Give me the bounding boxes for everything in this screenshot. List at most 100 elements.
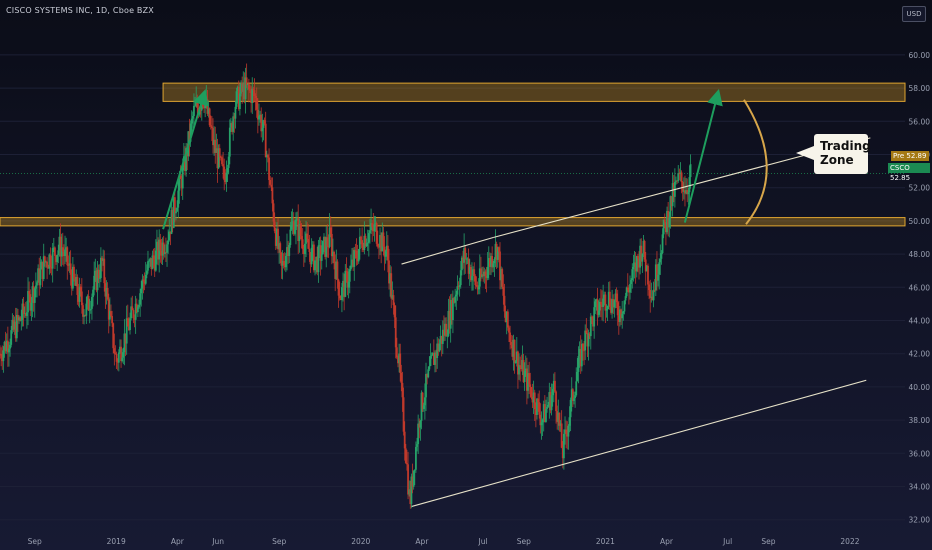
candle-body bbox=[318, 245, 321, 247]
candle-body bbox=[528, 373, 531, 385]
candle-body bbox=[253, 90, 256, 97]
candle-body bbox=[4, 341, 7, 352]
symbol-title[interactable]: CISCO SYSTEMS INC, 1D, Cboe BZX bbox=[6, 6, 154, 15]
candle-body bbox=[79, 286, 82, 292]
candle-body bbox=[501, 269, 504, 287]
candle-body bbox=[0, 353, 3, 359]
candle-body bbox=[471, 275, 473, 281]
candle-body bbox=[46, 261, 48, 268]
candle-body bbox=[505, 311, 508, 323]
candle-body bbox=[485, 275, 488, 278]
candle-body bbox=[330, 233, 333, 257]
candle-body bbox=[430, 355, 433, 357]
candle-body bbox=[316, 256, 319, 273]
candle-body bbox=[86, 295, 89, 304]
candle-body bbox=[358, 236, 361, 250]
candle-body bbox=[57, 250, 60, 256]
candle-body bbox=[307, 238, 310, 249]
candle-body bbox=[151, 255, 154, 269]
candle-body bbox=[375, 223, 378, 244]
candle-body bbox=[279, 243, 282, 253]
candle-body bbox=[179, 175, 182, 179]
candle-body bbox=[74, 278, 77, 286]
y-tick-label: 48.00 bbox=[909, 250, 931, 259]
candle-body bbox=[237, 86, 240, 110]
candle-body bbox=[576, 371, 579, 382]
candle-body bbox=[439, 336, 442, 344]
candle-body bbox=[222, 164, 224, 167]
candle-body bbox=[349, 265, 352, 270]
csco-label: CSCO bbox=[890, 164, 910, 172]
candle-body bbox=[411, 476, 414, 487]
candle-body bbox=[648, 284, 650, 291]
projection-arrows bbox=[162, 88, 723, 230]
currency-button[interactable]: USD bbox=[902, 6, 926, 22]
candle-body bbox=[489, 258, 491, 267]
candle-body bbox=[196, 101, 199, 108]
candle-body bbox=[27, 291, 29, 313]
candle-body bbox=[63, 251, 65, 257]
candle-body bbox=[20, 319, 23, 321]
candle-body bbox=[622, 311, 625, 314]
candle-body bbox=[218, 148, 221, 158]
candle-body bbox=[108, 311, 111, 320]
candle-body bbox=[87, 295, 90, 311]
candle-body bbox=[512, 339, 515, 357]
candle-body bbox=[351, 259, 353, 266]
candle-body bbox=[473, 269, 476, 277]
candle-body bbox=[676, 180, 679, 182]
candle-body bbox=[560, 423, 563, 448]
candle-body bbox=[333, 251, 335, 264]
candle-body bbox=[369, 230, 371, 234]
x-axis: Sep 2019 Apr Jun Sep 2020 Apr Jul Sep 2021 Apr Jul S… bbox=[28, 537, 860, 546]
candle-body bbox=[472, 269, 474, 276]
candle-body bbox=[610, 306, 612, 313]
candle-body bbox=[136, 307, 139, 313]
candle-body bbox=[534, 409, 537, 415]
candle-body bbox=[158, 239, 161, 260]
candle-body bbox=[448, 310, 451, 329]
candle-body bbox=[203, 106, 205, 109]
x-tick-label: Sep bbox=[272, 537, 286, 546]
candle-body bbox=[83, 315, 85, 317]
candle-body bbox=[353, 249, 356, 267]
candle-body bbox=[309, 252, 312, 265]
candle-body bbox=[339, 298, 342, 301]
trading-zone-callout: Trading Zone bbox=[814, 134, 871, 174]
candle-body bbox=[112, 323, 115, 349]
candle-body bbox=[543, 404, 546, 422]
candle-body bbox=[89, 308, 92, 310]
candle-body bbox=[119, 346, 121, 353]
candle-body bbox=[589, 316, 592, 337]
candle-body bbox=[594, 301, 597, 308]
candle-body bbox=[51, 248, 54, 269]
candle-body bbox=[437, 343, 440, 352]
candle-body bbox=[117, 352, 120, 363]
candle-body bbox=[389, 273, 392, 284]
trading-arc bbox=[743, 99, 768, 225]
candle-body bbox=[64, 249, 66, 257]
projection-arrow bbox=[162, 88, 209, 230]
candle-body bbox=[649, 290, 652, 298]
candle-body bbox=[584, 330, 587, 351]
candle-body bbox=[665, 222, 667, 233]
candle-body bbox=[607, 291, 610, 306]
candle-body bbox=[379, 235, 381, 248]
candle-body bbox=[56, 255, 59, 263]
candle-body bbox=[366, 242, 369, 244]
candle-body bbox=[298, 224, 301, 242]
candle-body bbox=[225, 172, 228, 182]
candle-body bbox=[68, 263, 71, 266]
candle-body bbox=[381, 232, 384, 252]
y-tick-label: 36.00 bbox=[909, 449, 931, 458]
y-tick-label: 34.00 bbox=[909, 483, 931, 492]
candle-body bbox=[462, 257, 464, 263]
candle-body bbox=[317, 245, 320, 273]
candle-body bbox=[486, 266, 489, 278]
candle-body bbox=[312, 244, 315, 271]
candle-body bbox=[130, 306, 133, 319]
candle-body bbox=[5, 340, 8, 352]
candle-body bbox=[71, 266, 74, 289]
candle-body bbox=[43, 256, 46, 263]
